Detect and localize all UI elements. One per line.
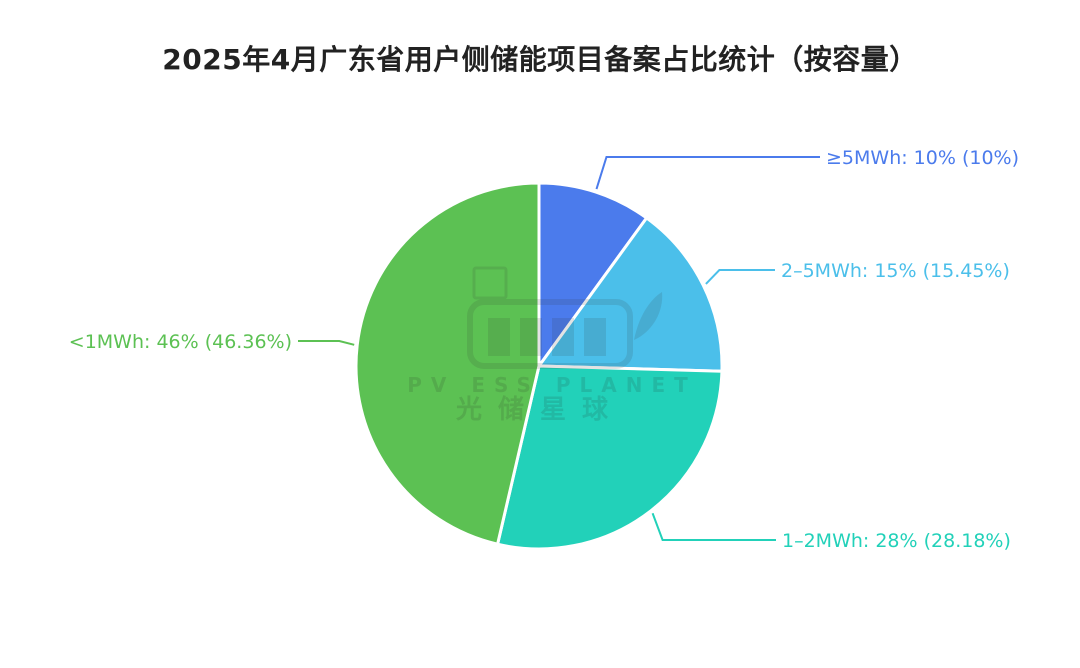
pie-slices [354,181,724,551]
slice-label: ≥5MWh: 10% (10%) [826,147,1019,169]
pie-slice[interactable] [537,216,724,373]
watermark-battery-cell [488,318,510,356]
watermark-battery-icon [467,299,633,369]
watermark-battery-cell [520,318,542,356]
watermark-text-cn: 光储星球 [455,394,624,425]
watermark-text-en: PV ESS PLANET [407,373,697,397]
pie-slice[interactable] [537,181,649,368]
leader-line [705,269,775,285]
slice-label: <1MWh: 46% (46.36%) [69,331,292,353]
slice-labels: ≥5MWh: 10% (10%) 2–5MWh: 15% (15.45%) 1–2M… [69,147,1019,552]
pie-slice[interactable] [496,364,724,551]
watermark: PV ESS PLANET 光储星球 [407,266,697,425]
watermark-battery-cell [584,318,606,356]
leader-line [298,340,355,346]
pie-slice[interactable] [354,181,541,546]
chart-title: 2025年4月广东省用户侧储能项目备案占比统计（按容量） [162,43,918,76]
slice-label: 2–5MWh: 15% (15.45%) [781,260,1010,282]
watermark-leaf-icon [634,292,663,340]
leader-line [651,512,776,541]
watermark-battery-cell [552,318,574,356]
watermark-panel-icon [472,266,508,300]
leader-line [595,156,820,190]
slice-label: 1–2MWh: 28% (28.18%) [782,530,1011,552]
